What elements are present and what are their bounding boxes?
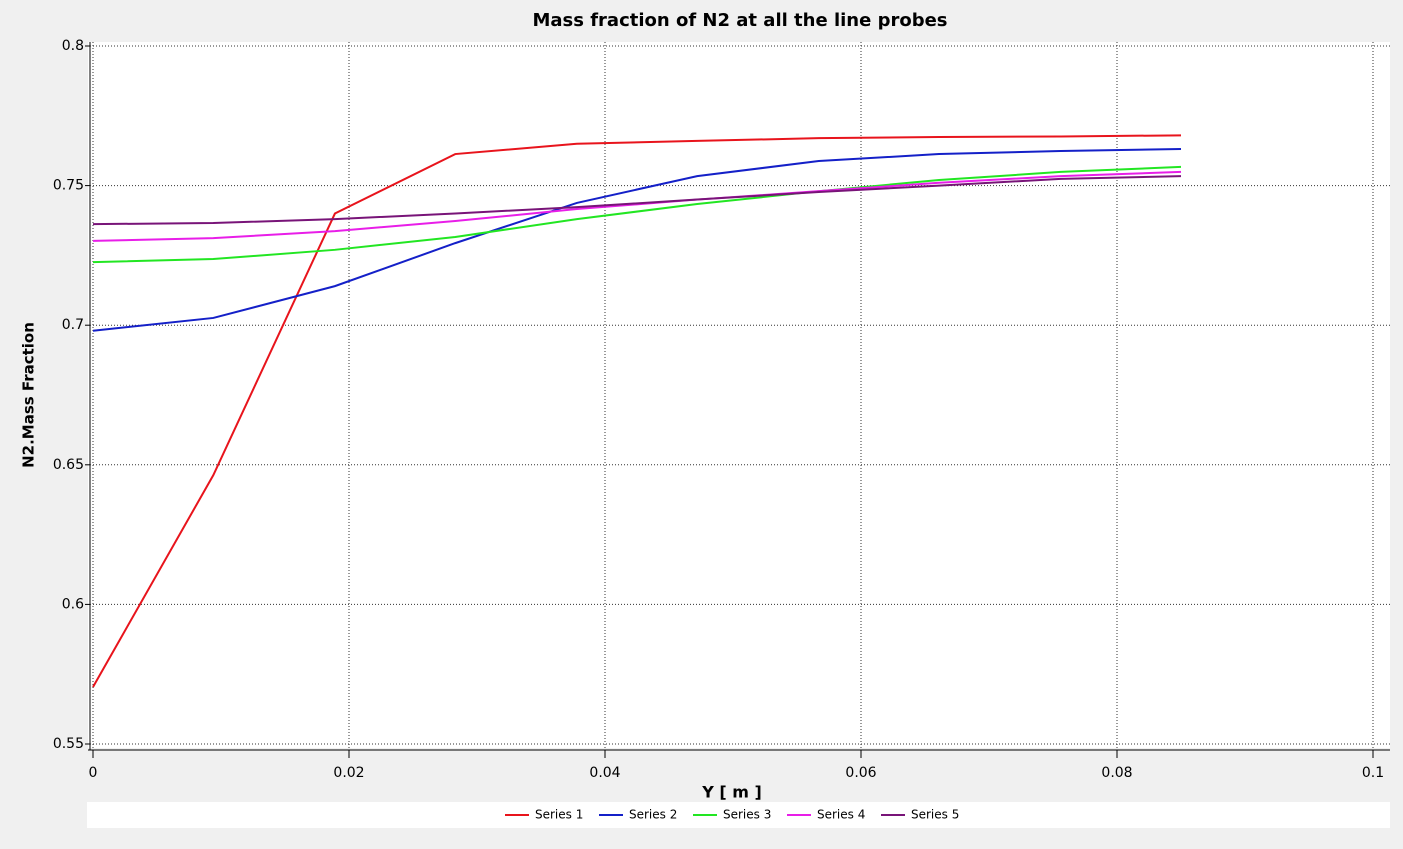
legend-box	[87, 802, 1390, 828]
y-tick-label: 0.65	[53, 457, 84, 473]
x-axis-label: Y [ m ]	[701, 783, 762, 802]
legend-label: Series 1	[535, 808, 583, 822]
legend-label: Series 5	[911, 808, 959, 822]
x-tick-label: 0.04	[589, 765, 620, 781]
y-tick-label: 0.6	[62, 596, 84, 612]
series-line	[92, 175, 1182, 226]
series-line	[92, 165, 1182, 264]
series-line	[92, 134, 1182, 688]
y-tick-label: 0.7	[62, 317, 84, 333]
x-tick-label: 0.08	[1101, 765, 1132, 781]
x-tick-label: 0	[89, 765, 98, 781]
x-tick-label: 0.06	[845, 765, 876, 781]
series-line	[92, 148, 1182, 332]
x-tick-label: 0.02	[333, 765, 364, 781]
legend-label: Series 3	[723, 808, 771, 822]
y-tick-label: 0.8	[62, 38, 84, 54]
x-tick-label: 0.1	[1362, 765, 1384, 781]
y-axis-label: N2.Mass Fraction	[20, 322, 38, 468]
chart-title: Mass fraction of N2 at all the line prob…	[532, 10, 947, 31]
y-tick-label: 0.75	[53, 178, 84, 194]
legend-label: Series 4	[817, 808, 865, 822]
plot-area	[88, 42, 1390, 748]
y-tick-label: 0.55	[53, 736, 84, 752]
legend-label: Series 2	[629, 808, 677, 822]
